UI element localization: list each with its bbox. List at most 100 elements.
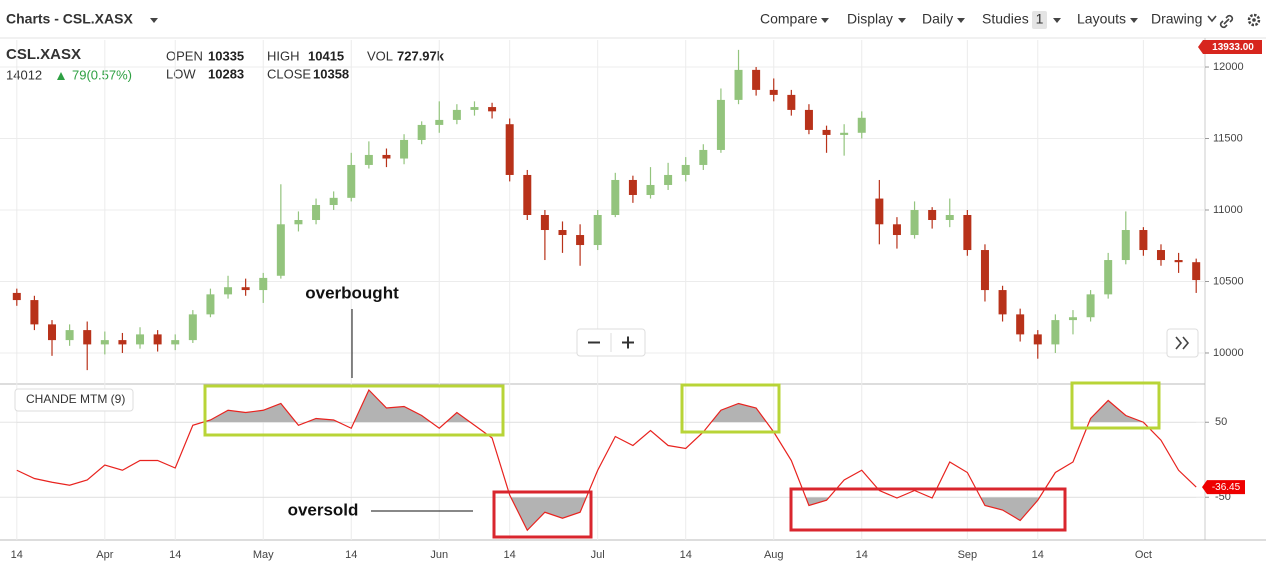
studies-count: 1 <box>1036 11 1044 27</box>
settings-icon[interactable] <box>1247 13 1261 27</box>
candle-body <box>857 117 866 133</box>
candle-body <box>1086 294 1095 318</box>
caret <box>957 18 965 23</box>
candle-body <box>136 334 145 345</box>
x-tick-label: Jul <box>591 549 605 561</box>
y-tick-label: 10500 <box>1213 275 1244 287</box>
candle-body <box>910 209 919 236</box>
candle-body <box>1139 230 1148 251</box>
candle-body <box>171 340 180 345</box>
candle-body <box>400 139 409 159</box>
overbought-box <box>203 384 505 437</box>
candle-body <box>611 179 620 216</box>
last-value-tag <box>1202 480 1245 495</box>
candle-body <box>1016 314 1025 335</box>
settings-icon-center <box>1252 18 1256 22</box>
close-value: 10358 <box>313 66 349 81</box>
link-icon[interactable] <box>1219 14 1234 29</box>
candle-body <box>1033 334 1042 345</box>
candle-body <box>153 334 162 345</box>
last-value-label: -36.45 <box>1212 482 1241 493</box>
chart-title[interactable]: Charts - CSL.XASX <box>6 11 133 27</box>
zoom-in[interactable] <box>622 336 634 349</box>
candle-body <box>1121 230 1130 261</box>
close-label: CLOSE <box>267 66 311 81</box>
x-tick-label: May <box>253 549 274 561</box>
candle-body <box>980 250 989 291</box>
x-tick-label: 14 <box>504 549 516 561</box>
scroll-end-button[interactable] <box>1166 328 1199 358</box>
caret <box>150 18 158 23</box>
candle-body <box>540 215 549 231</box>
candle-body <box>312 204 321 221</box>
candle-body <box>1068 317 1077 321</box>
candle-body <box>505 124 514 175</box>
candle-body <box>224 287 233 295</box>
y-tick-label: -50 <box>1215 491 1231 503</box>
x-tick-label: 14 <box>680 549 692 561</box>
y-tick-label: 12000 <box>1213 61 1244 73</box>
candle-body <box>30 300 39 325</box>
x-tick-label: Jun <box>430 549 448 561</box>
scroll-end-icon <box>1175 336 1190 350</box>
candle-body <box>206 294 215 315</box>
candle-body <box>752 69 761 90</box>
candle-body <box>118 340 127 345</box>
candle-body <box>558 230 567 236</box>
high-label: HIGH <box>267 48 300 63</box>
candle-body <box>576 235 585 246</box>
candle-body <box>488 107 497 112</box>
caret <box>1053 18 1061 23</box>
oversold-box <box>492 490 593 539</box>
candle-body <box>734 69 743 100</box>
candle-body <box>12 292 21 301</box>
x-tick-label: 14 <box>1032 549 1044 561</box>
candle-body <box>48 324 57 341</box>
x-tick-label: Oct <box>1135 549 1152 561</box>
indicator-line <box>16 388 1197 532</box>
menu-drawing[interactable]: Drawing <box>1151 11 1202 27</box>
candle-body <box>998 290 1007 315</box>
y-tick-label: 50 <box>1215 416 1227 428</box>
y-tick-label: 11500 <box>1213 132 1243 144</box>
study-label-box[interactable] <box>14 388 134 412</box>
caret <box>898 18 906 23</box>
candle-body <box>769 89 778 95</box>
menu-compare[interactable]: Compare <box>760 11 818 27</box>
candle-body <box>347 164 356 198</box>
candle-body <box>259 277 268 291</box>
candle-body <box>65 330 74 341</box>
candle-body <box>364 154 373 165</box>
candle-body <box>470 107 479 110</box>
high-value: 10415 <box>308 48 344 63</box>
candle-body <box>928 209 937 221</box>
caret <box>821 18 829 23</box>
candle-body <box>83 330 92 345</box>
candle-body <box>1051 320 1060 345</box>
candle-body <box>100 340 109 345</box>
menu-display[interactable]: Display <box>847 11 893 27</box>
x-tick-label: 14 <box>856 549 868 561</box>
menu-studies[interactable]: Studies <box>982 11 1029 27</box>
low-label: LOW <box>166 66 196 81</box>
x-tick-label: 14 <box>11 549 23 561</box>
vol-value: 727.97k <box>397 48 445 63</box>
studies-badge <box>1032 11 1047 29</box>
menu-interval[interactable]: Daily <box>922 11 953 27</box>
x-tick-label: 14 <box>169 549 181 561</box>
vol-label: VOL <box>367 48 393 63</box>
candle-body <box>945 215 954 221</box>
caret <box>1207 15 1217 23</box>
oversold-box <box>789 487 1067 532</box>
highlight-boxes <box>203 381 1161 539</box>
candle-body <box>329 197 338 205</box>
y-tick-label: 11000 <box>1213 204 1243 216</box>
candle-body <box>681 164 690 175</box>
y-tick-label: 10000 <box>1213 347 1244 359</box>
candle-body <box>699 149 708 165</box>
candle-body <box>241 287 250 291</box>
menu-layouts[interactable]: Layouts <box>1077 11 1126 27</box>
low-value: 10283 <box>208 66 244 81</box>
oversold-fill <box>16 497 1197 531</box>
